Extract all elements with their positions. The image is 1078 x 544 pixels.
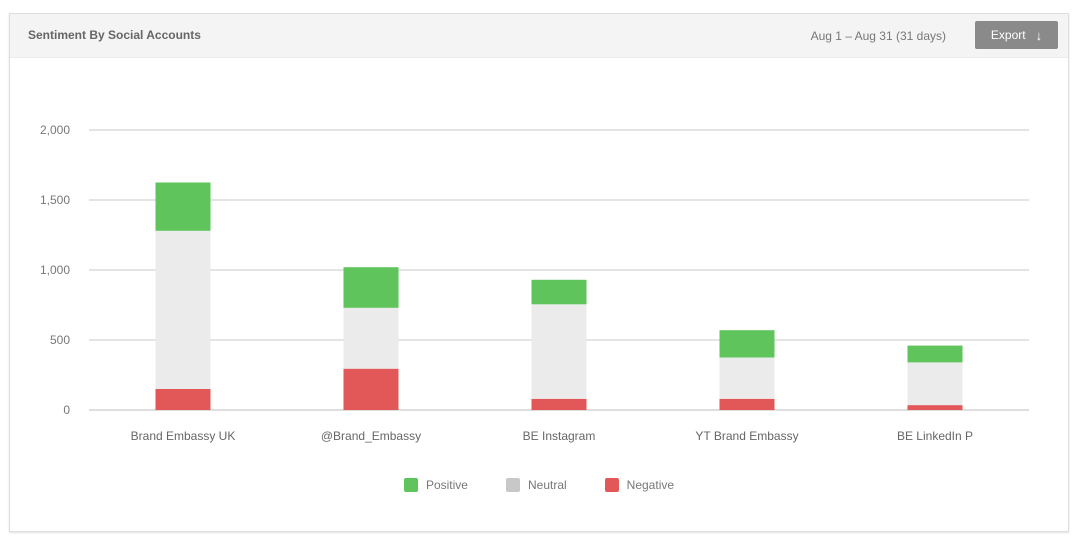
bar-segment-positive[interactable] bbox=[343, 267, 399, 308]
legend-label-negative: Negative bbox=[626, 478, 675, 492]
x-category-label: @Brand_Embassy bbox=[321, 429, 421, 443]
bar-segment-neutral[interactable] bbox=[531, 304, 587, 399]
chart-legend: Positive Neutral Negative bbox=[0, 475, 1078, 495]
x-category-label: Brand Embassy UK bbox=[131, 429, 236, 443]
bar-segment-negative[interactable] bbox=[907, 405, 963, 410]
x-category-label: BE LinkedIn P bbox=[897, 429, 973, 443]
bar-segment-negative[interactable] bbox=[343, 368, 399, 410]
bar-segment-neutral[interactable] bbox=[155, 230, 211, 389]
arrow-down-icon: ↓ bbox=[1035, 27, 1043, 43]
x-category-label: BE Instagram bbox=[523, 429, 596, 443]
y-tick-label: 1,500 bbox=[40, 193, 70, 207]
card-header: Sentiment By Social Accounts Aug 1 – Aug… bbox=[10, 14, 1068, 58]
bar-segment-neutral[interactable] bbox=[343, 307, 399, 369]
date-range[interactable]: Aug 1 – Aug 31 (31 days) bbox=[810, 29, 946, 43]
legend-item-neutral[interactable]: Neutral bbox=[505, 475, 567, 495]
x-category-label: YT Brand Embassy bbox=[695, 429, 798, 443]
y-tick-label: 1,000 bbox=[40, 263, 70, 277]
legend-swatch-neutral bbox=[505, 478, 520, 492]
bar-segment-neutral[interactable] bbox=[907, 362, 963, 406]
y-tick-label: 500 bbox=[50, 333, 70, 347]
legend-swatch-positive bbox=[403, 478, 418, 492]
bar-segment-neutral[interactable] bbox=[719, 357, 775, 399]
legend-label-positive: Positive bbox=[425, 478, 468, 492]
bar-segment-positive[interactable] bbox=[155, 182, 211, 231]
export-button-label: Export bbox=[990, 28, 1026, 42]
bar-segment-positive[interactable] bbox=[719, 330, 775, 358]
legend-item-positive[interactable]: Positive bbox=[403, 475, 468, 495]
bar-segment-positive[interactable] bbox=[907, 345, 963, 363]
legend-label-neutral: Neutral bbox=[527, 478, 567, 492]
y-tick-label: 2,000 bbox=[40, 123, 70, 137]
bar-segment-negative[interactable] bbox=[155, 389, 211, 410]
chart-title: Sentiment By Social Accounts bbox=[28, 28, 201, 42]
legend-item-negative[interactable]: Negative bbox=[604, 475, 675, 495]
y-tick-label: 0 bbox=[63, 403, 70, 417]
bar-segment-negative[interactable] bbox=[531, 398, 587, 410]
legend-swatch-negative bbox=[604, 478, 619, 492]
export-button[interactable]: Export ↓ bbox=[975, 21, 1058, 49]
bar-segment-positive[interactable] bbox=[531, 279, 587, 305]
bar-segment-negative[interactable] bbox=[719, 398, 775, 410]
